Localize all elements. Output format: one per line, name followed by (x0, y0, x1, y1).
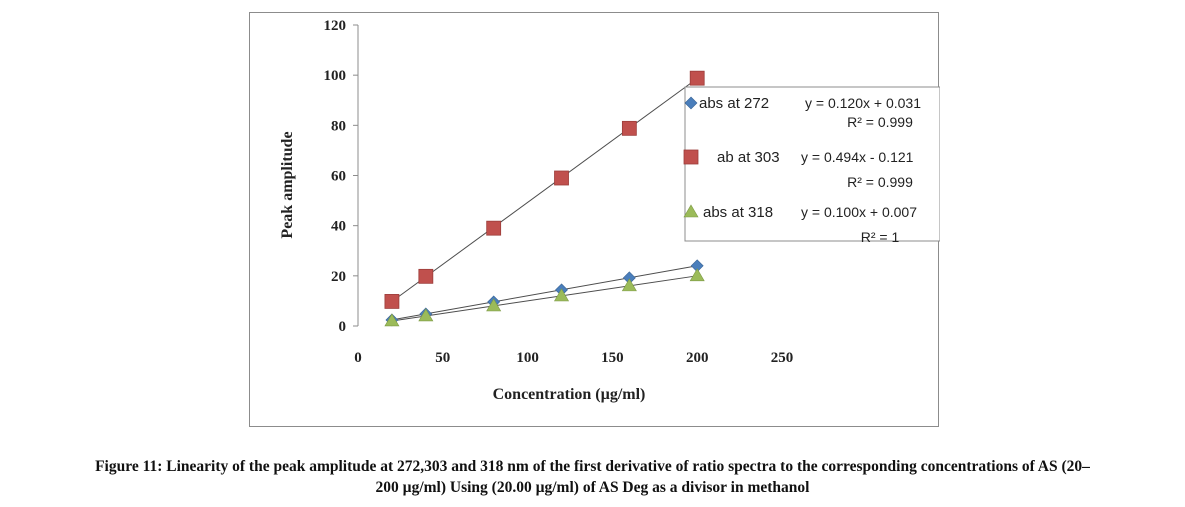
x-axis-title: Concentration (µg/ml) (493, 386, 646, 403)
y-tick-label: 40 (331, 219, 346, 235)
y-tick-label: 100 (324, 68, 347, 84)
caption-line-2: 200 µg/ml) Using (20.00 µg/ml) of AS Deg… (375, 479, 810, 496)
data-point-series-2 (384, 294, 400, 309)
chart-axes: 0 20 40 60 80 100 120 0 50 100 150 200 250 (324, 18, 794, 366)
x-tick-label: 150 (601, 350, 624, 366)
caption-line-1: Figure 11: Linearity of the peak amplitu… (95, 458, 1090, 475)
trendline-equation-series-1: y = 0.120x + 0.031 (805, 95, 921, 111)
y-tick-label: 0 (339, 319, 347, 335)
data-point-series-3 (621, 278, 637, 292)
data-points (384, 70, 705, 327)
data-point-series-2 (486, 220, 502, 236)
data-point-series-3 (384, 313, 400, 327)
trendline-equation-series-2: y = 0.494x - 0.121 (801, 149, 914, 165)
legend-label-series-1: abs at 272 (699, 95, 769, 112)
y-axis-title: Peak amplitude (279, 131, 296, 238)
r-squared-series-3: R² = 1 (861, 229, 900, 245)
r-squared-series-1: R² = 0.999 (847, 114, 913, 130)
legend-box (684, 86, 940, 242)
y-tick-label: 120 (324, 18, 347, 34)
x-tick-label: 200 (686, 350, 709, 366)
y-tick-label: 60 (331, 169, 346, 185)
chart-svg: 0 20 40 60 80 100 120 0 50 100 150 200 250 Peak ampl… (279, 18, 940, 403)
data-point-series-2 (554, 170, 569, 186)
legend-label-series-3: abs at 318 (703, 204, 773, 221)
legend-marker-series-1 (684, 96, 698, 110)
trendline-series-1 (391, 265, 698, 321)
trendline-equation-series-3: y = 0.100x + 0.007 (801, 204, 917, 220)
data-point-series-2 (418, 268, 434, 284)
x-tick-label: 100 (516, 350, 539, 366)
data-point-series-2 (621, 120, 637, 136)
x-tick-label: 50 (435, 350, 450, 366)
figure-caption: Figure 11: Linearity of the peak amplitu… (10, 456, 1175, 498)
trendline-series-2 (391, 78, 698, 302)
legend-marker-series-2 (683, 149, 699, 165)
data-point-series-3 (486, 298, 502, 312)
data-point-series-3 (418, 308, 434, 322)
data-point-series-3 (689, 268, 705, 282)
trendline-series-3 (391, 275, 698, 322)
y-tick-label: 20 (331, 269, 346, 285)
legend: abs at 272 y = 0.120x + 0.031 R² = 0.999 ab… (683, 86, 940, 245)
x-tick-label: 0 (354, 350, 362, 366)
trendlines (391, 78, 698, 322)
data-point-series-2 (689, 70, 705, 86)
data-point-series-3 (553, 288, 570, 302)
chart-frame: 0 20 40 60 80 100 120 0 50 100 150 200 250 Peak ampl… (249, 12, 940, 427)
x-tick-label: 250 (771, 350, 794, 366)
legend-marker-series-3 (683, 204, 699, 218)
r-squared-series-2: R² = 0.999 (847, 174, 913, 190)
y-tick-label: 80 (331, 118, 346, 134)
legend-label-series-2: ab at 303 (717, 149, 780, 166)
